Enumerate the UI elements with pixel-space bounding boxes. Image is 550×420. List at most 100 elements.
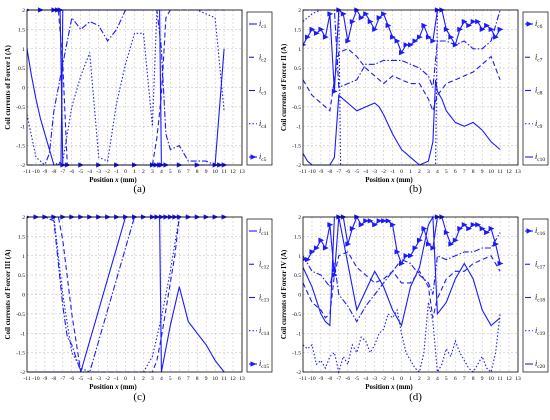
- y-axis-label: Coil currents of Forcer IV (A): [280, 249, 288, 339]
- x-tick-label: 1: [133, 376, 136, 382]
- data-point-marker: [340, 11, 347, 17]
- data-point-marker: [425, 34, 432, 40]
- x-tick-label: -2: [105, 376, 110, 382]
- data-point-marker: [327, 11, 334, 17]
- data-point-marker: [461, 18, 468, 25]
- data-point-marker: [430, 38, 437, 44]
- data-point-marker: [497, 26, 504, 33]
- legend-box: [246, 218, 273, 373]
- x-tick-label: -8: [328, 376, 333, 382]
- data-point-marker: [526, 228, 533, 234]
- y-axis-label: Coil currents of Forcer I (A): [4, 45, 12, 130]
- data-point-marker: [493, 34, 499, 40]
- x-tick-label: -9: [319, 376, 324, 382]
- data-point-marker: [322, 34, 329, 40]
- data-point-marker: [475, 18, 482, 25]
- data-point-marker: [313, 30, 320, 36]
- y-axis-label: Coil currents of Forcer II (A): [280, 43, 288, 131]
- data-point-marker: [345, 38, 352, 44]
- data-point-marker: [367, 18, 374, 25]
- chart-panel: -11 -10 -9 -8 -7 -6 -5 -4 -3 -2 -1 0 1 2 3 4 5 6 7 8 9 10 11 12…: [280, 7, 549, 195]
- y-tick-label: 1: [22, 47, 25, 53]
- y-tick-label: -2: [296, 370, 301, 376]
- legend-label: ic17: [535, 259, 545, 270]
- data-point-marker: [390, 222, 396, 228]
- data-point-marker: [470, 18, 477, 25]
- x-tick-label: -1: [390, 169, 395, 175]
- data-point-marker: [448, 34, 455, 40]
- x-tick-label: 8: [196, 169, 199, 175]
- data-point-marker: [394, 38, 401, 44]
- axes-frame: [302, 216, 519, 373]
- data-point-marker: [318, 237, 325, 243]
- legend-label: ic6: [535, 19, 543, 30]
- x-tick-label: -11: [299, 376, 306, 382]
- data-point-marker: [526, 21, 533, 27]
- data-point-marker: [309, 26, 316, 33]
- chart-panel: -11 -10 -9 -8 -7 -6 -5 -4 -3 -2 -1 0 1 2 3 4 5 6 7 8 9 10 11 12…: [4, 7, 273, 195]
- x-tick-label: -9: [43, 376, 48, 382]
- x-tick-label: -3: [372, 169, 377, 175]
- y-tick-label: 1: [22, 254, 25, 260]
- chart-panel: -11 -10 -9 -8 -7 -6 -5 -4 -3 -2 -1 0 1 2 3 4 5 6 7 8 9 10 11 12…: [280, 214, 549, 403]
- x-tick-label: -4: [87, 376, 92, 382]
- legend-label: ic4: [259, 119, 267, 130]
- y-tick-label: 1: [298, 47, 301, 53]
- x-tick-label: -8: [52, 376, 57, 382]
- y-tick-label: 1: [298, 254, 301, 260]
- x-axis-label: Position x (mm): [89, 383, 137, 391]
- data-point-marker: [385, 218, 392, 224]
- legend-box: [522, 11, 549, 166]
- y-tick-label: -1.5: [292, 351, 301, 357]
- data-point-marker: [376, 15, 383, 21]
- data-point-marker: [403, 253, 410, 259]
- x-tick-label: -2: [105, 169, 110, 175]
- data-point-marker: [408, 42, 414, 48]
- x-tick-label: 3: [151, 376, 154, 382]
- legend-label: ic14: [259, 326, 269, 337]
- data-point-marker: [390, 34, 396, 40]
- legend-label: ic7: [535, 52, 543, 63]
- data-point-marker: [461, 222, 468, 228]
- data-point-marker: [443, 26, 450, 33]
- data-point-marker: [470, 222, 477, 228]
- y-tick-label: -2: [20, 370, 25, 376]
- x-tick-label: 6: [454, 169, 457, 175]
- y-tick-label: -1: [296, 331, 301, 337]
- x-tick-label: 12: [506, 169, 512, 175]
- x-tick-label: 0: [124, 169, 127, 175]
- y-tick-label: -1: [20, 124, 25, 130]
- x-tick-label: -10: [308, 169, 316, 175]
- y-tick-label: -0.5: [292, 105, 301, 111]
- data-point-marker: [479, 225, 486, 232]
- data-point-marker: [363, 11, 370, 17]
- data-point-marker: [309, 249, 316, 255]
- axes-frame: [302, 9, 519, 166]
- data-point-marker: [381, 11, 387, 17]
- x-axis-label: Position x (mm): [89, 176, 137, 184]
- y-tick-label: 0: [22, 293, 25, 299]
- data-point-marker: [466, 225, 473, 232]
- data-point-marker: [497, 260, 504, 267]
- series-line-i-c19: [303, 302, 501, 375]
- data-point-marker: [443, 229, 450, 236]
- x-tick-label: 7: [463, 169, 466, 175]
- legend-label: ic3: [259, 86, 267, 97]
- x-tick-label: 11: [221, 376, 227, 382]
- x-tick-label: -11: [23, 169, 30, 175]
- data-point-marker: [349, 225, 356, 232]
- data-point-marker: [358, 222, 365, 228]
- y-tick-label: 2: [22, 215, 25, 221]
- y-tick-label: 0.5: [294, 66, 301, 72]
- data-point-marker: [318, 26, 325, 33]
- y-axis-label: Coil currents of Forcer III (A): [4, 249, 12, 340]
- data-point-marker: [457, 225, 464, 232]
- x-tick-label: 5: [445, 376, 448, 382]
- y-tick-label: 0: [22, 86, 25, 92]
- x-tick-label: 3: [427, 169, 430, 175]
- x-tick-label: -10: [32, 169, 40, 175]
- x-tick-label: -6: [345, 376, 350, 382]
- x-tick-label: -9: [43, 169, 48, 175]
